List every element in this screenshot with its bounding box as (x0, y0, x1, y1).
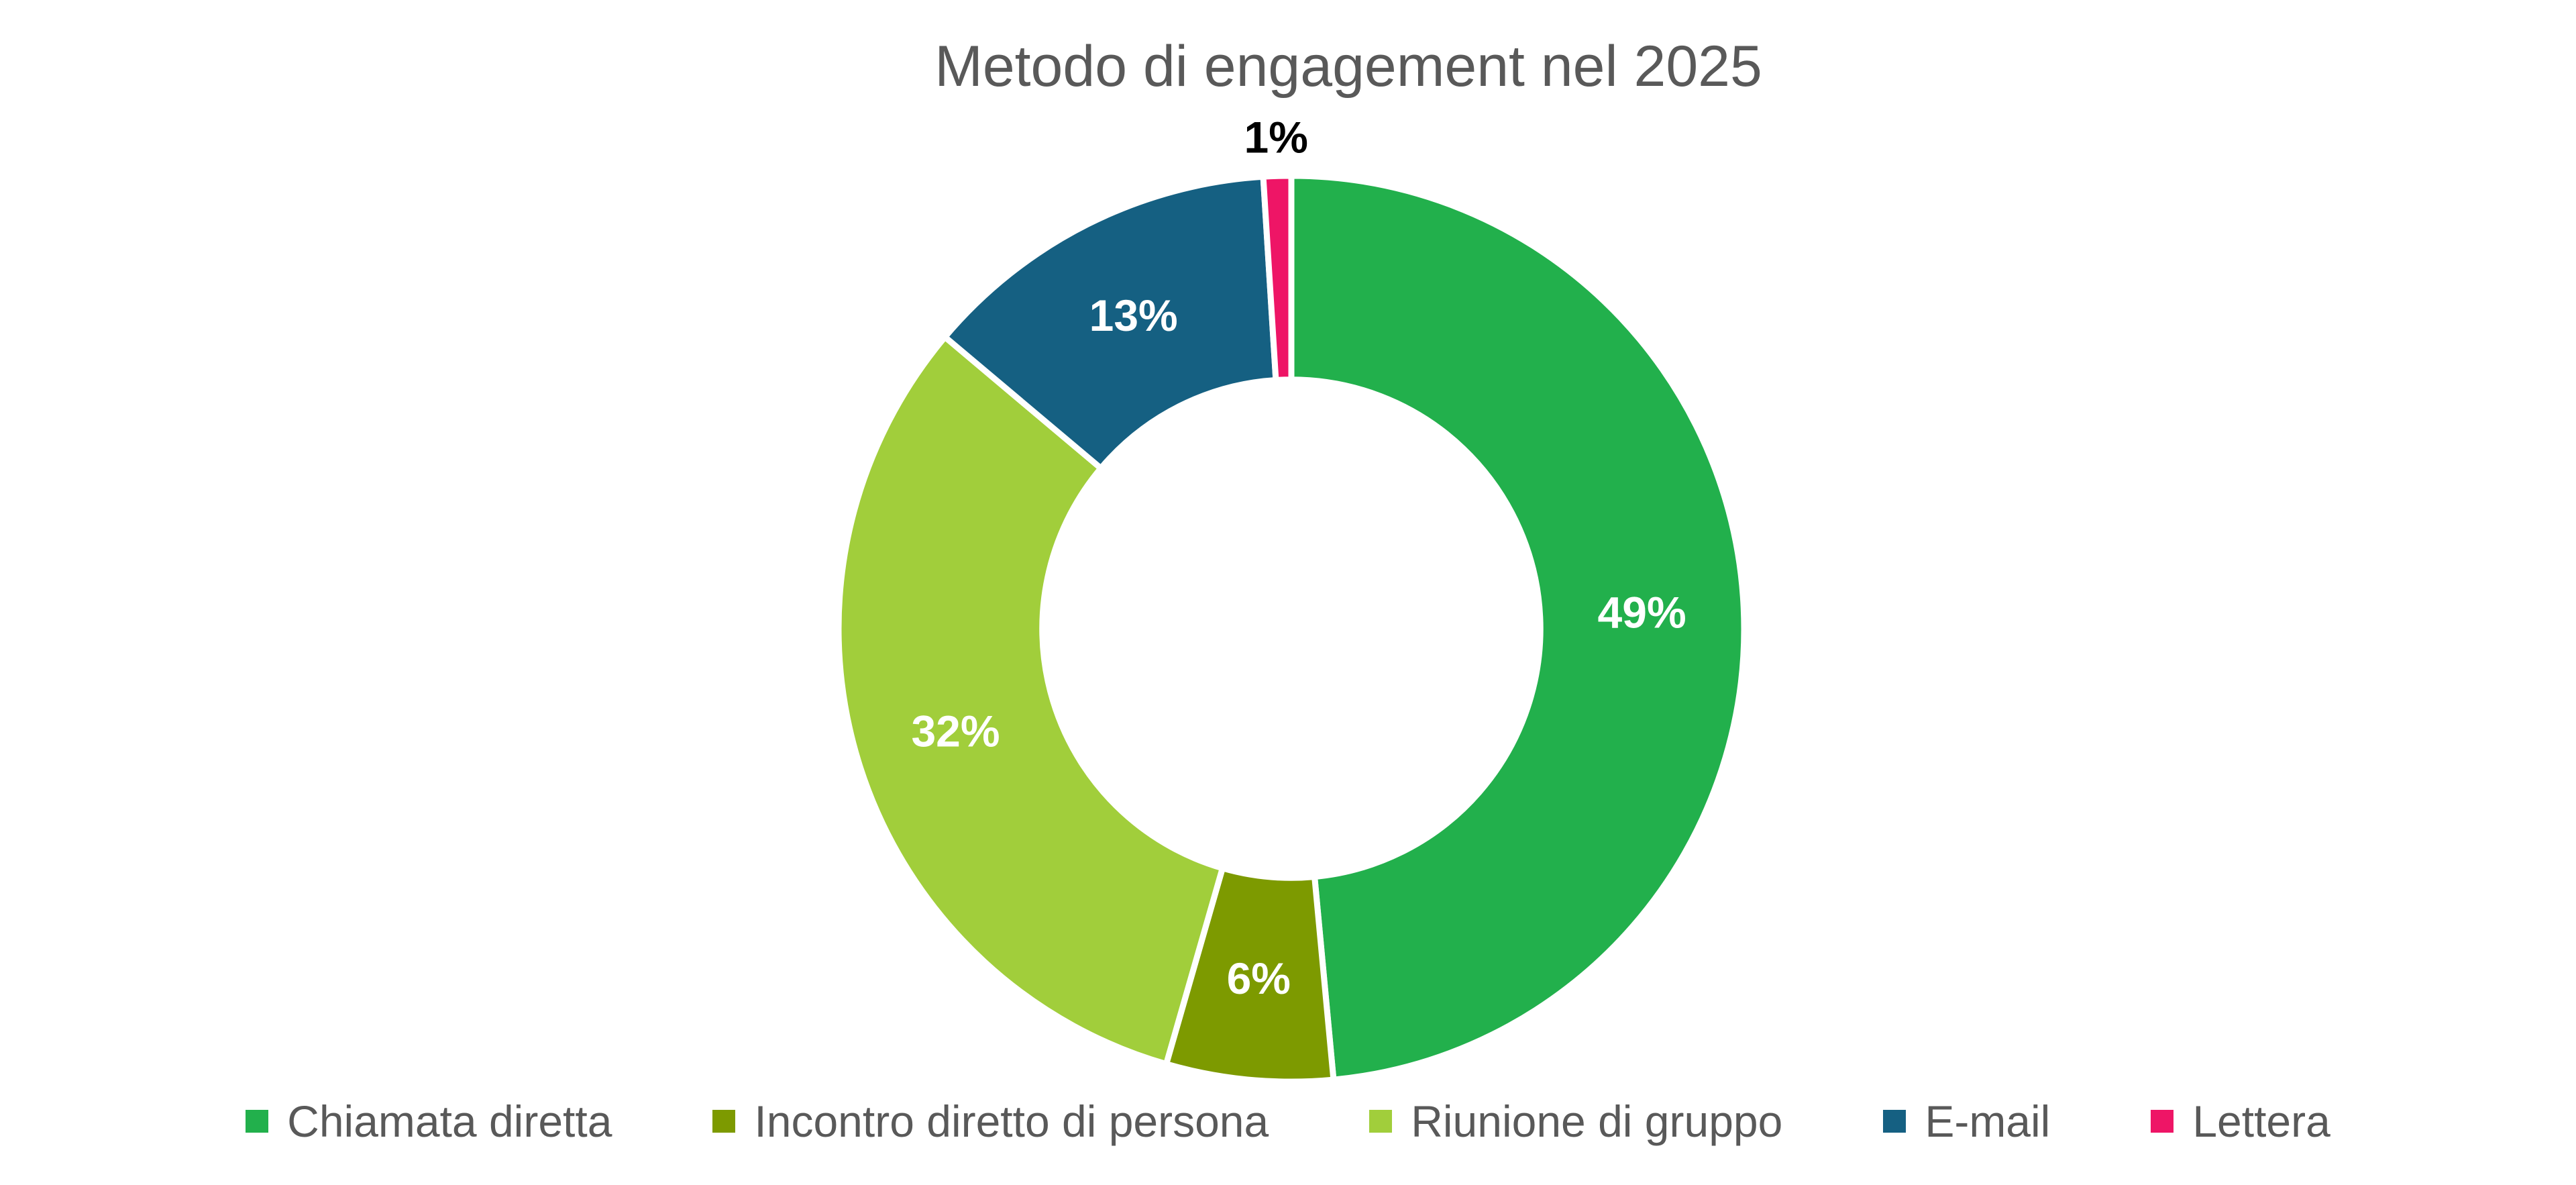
legend-marker-icon (2151, 1110, 2174, 1133)
legend-item-e-mail: E-mail (1883, 1099, 2050, 1143)
chart-title: Metodo di engagement nel 2025 (934, 34, 1762, 99)
legend-marker-icon (246, 1110, 269, 1133)
slice-label-chiamata-diretta: 49% (1598, 588, 1686, 637)
legend-marker-icon (712, 1110, 736, 1133)
slice-riunione-di-gruppo (835, 333, 1226, 1068)
legend-label: Riunione di gruppo (1411, 1096, 1783, 1146)
donut-slices (835, 172, 1748, 1085)
slice-label-incontro-diretto-di-persona: 6% (1227, 954, 1291, 1003)
donut-slice-labels: 49% 6% 32% 13% 1% (911, 113, 1686, 1003)
slice-lettera (1260, 172, 1295, 383)
legend-item-chiamata-diretta: Chiamata diretta (246, 1099, 612, 1143)
legend-item-lettera: Lettera (2151, 1099, 2330, 1143)
slice-e-mail (942, 173, 1279, 472)
legend-item-incontro-diretto-di-persona: Incontro diretto di persona (712, 1099, 1269, 1143)
slice-chiamata-diretta (1288, 172, 1748, 1083)
legend-marker-icon (1883, 1110, 1907, 1133)
slice-label-riunione-di-gruppo: 32% (911, 706, 1000, 756)
legend-item-riunione-di-gruppo: Riunione di gruppo (1369, 1099, 1782, 1143)
slice-label-lettera: 1% (1244, 113, 1308, 162)
legend-marker-icon (1369, 1110, 1393, 1133)
slice-label-e-mail: 13% (1089, 291, 1178, 340)
legend-label: E-mail (1925, 1096, 2051, 1146)
legend-label: Lettera (2192, 1096, 2330, 1146)
legend-label: Chiamata diretta (287, 1096, 612, 1146)
chart-legend: Chiamata diretta Incontro diretto di pers… (0, 1099, 2576, 1143)
legend-label: Incontro diretto di persona (754, 1096, 1269, 1146)
